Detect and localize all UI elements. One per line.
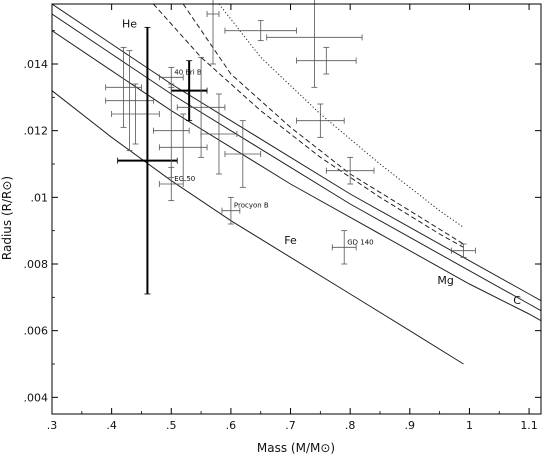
y-axis-title: Radius (R/R⊙)	[0, 176, 14, 260]
star-label: Procyon B	[234, 202, 269, 210]
y-tick-label: .012	[24, 125, 49, 138]
y-tick-label: .014	[24, 58, 49, 71]
star-label: GD 140	[347, 238, 373, 246]
data-point	[266, 0, 363, 88]
x-tick-label: .9	[405, 419, 416, 432]
data-point	[325, 156, 375, 185]
curve-dashed-4	[182, 4, 464, 245]
star-label: 40 Eri B	[174, 68, 202, 76]
data-points: 40 Eri B EG 50 Procyon B GD 140	[105, 0, 476, 295]
y-tick-label: .01	[31, 191, 49, 204]
y-tick-label: .008	[24, 258, 49, 271]
data-point: EG 50	[158, 166, 195, 202]
axes: .3 .4 .5 .6 .7 .8 .9 1 1.1 .004 .006 .008 .01 .012 .01…	[24, 3, 542, 432]
data-point	[224, 120, 262, 188]
x-tick-label: .3	[47, 419, 58, 432]
star-label: EG 50	[174, 175, 195, 183]
data-point	[200, 93, 238, 175]
curve-c	[52, 13, 541, 312]
curve-label-fe: Fe	[284, 234, 297, 247]
x-tick-label: .4	[106, 419, 117, 432]
data-point	[111, 83, 160, 145]
x-tick-label: .5	[166, 419, 177, 432]
data-point: Procyon B	[221, 196, 269, 225]
x-tick-label: 1	[466, 419, 473, 432]
data-point	[176, 56, 226, 158]
curve-mg	[52, 30, 541, 322]
data-point	[224, 20, 297, 42]
data-point	[105, 50, 154, 152]
y-tick-label: .004	[24, 391, 49, 404]
data-point	[152, 83, 190, 178]
curve-label-he: He	[122, 17, 137, 30]
x-tick-label: .7	[285, 419, 296, 432]
data-point	[117, 26, 178, 295]
data-point	[451, 243, 476, 258]
curve-label-mg: Mg	[437, 274, 453, 287]
data-point	[206, 0, 220, 65]
data-point	[105, 46, 142, 128]
curve-dashed-5	[153, 4, 464, 248]
data-point	[296, 103, 345, 138]
curve-he	[52, 4, 541, 302]
x-tick-label: .8	[345, 419, 356, 432]
curve-fe	[52, 90, 464, 365]
y-tick-label: .006	[24, 325, 49, 338]
data-point: 40 Eri B	[158, 66, 202, 88]
curve-label-c: C	[513, 294, 521, 307]
x-tick-label: 1.1	[520, 419, 538, 432]
data-point: GD 140	[331, 230, 374, 265]
data-point	[296, 46, 357, 75]
data-point	[158, 113, 208, 182]
plot-frame	[51, 3, 542, 415]
x-axis-title: Mass (M/M⊙)	[257, 441, 335, 455]
model-curves	[52, 4, 541, 365]
curve-labels: He Fe Mg C	[122, 17, 521, 307]
x-tick-label: .6	[226, 419, 237, 432]
